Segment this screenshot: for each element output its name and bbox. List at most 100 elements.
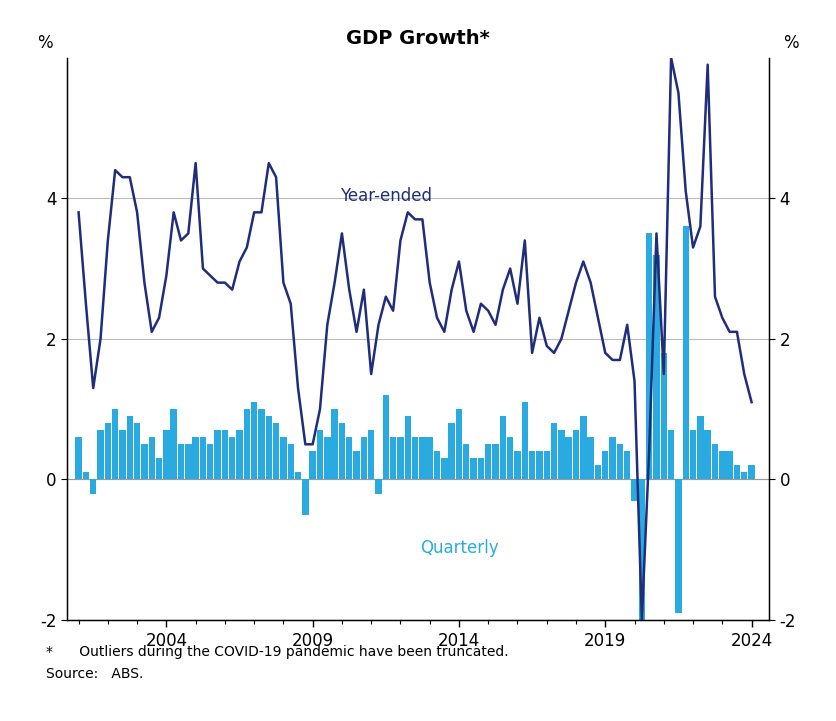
Bar <box>134 423 140 479</box>
Bar <box>426 437 433 479</box>
Text: Quarterly: Quarterly <box>420 539 498 557</box>
Bar <box>375 479 382 493</box>
Bar <box>726 451 733 479</box>
Bar <box>229 437 236 479</box>
Bar <box>192 437 199 479</box>
Bar <box>711 444 718 479</box>
Bar <box>580 416 587 479</box>
Bar <box>682 226 689 479</box>
Bar <box>258 409 265 479</box>
Bar <box>477 459 484 479</box>
Bar <box>719 451 726 479</box>
Title: GDP Growth*: GDP Growth* <box>346 29 490 48</box>
Bar <box>529 451 535 479</box>
Bar <box>705 430 711 479</box>
Bar <box>419 437 426 479</box>
Bar <box>331 409 338 479</box>
Bar <box>149 437 155 479</box>
Bar <box>624 451 630 479</box>
Bar <box>368 430 375 479</box>
Bar <box>237 430 242 479</box>
Bar <box>397 437 404 479</box>
Bar <box>302 479 308 515</box>
Bar <box>514 451 521 479</box>
Text: Source:   ABS.: Source: ABS. <box>46 667 143 681</box>
Bar <box>507 437 513 479</box>
Bar <box>412 437 418 479</box>
Bar <box>383 395 389 479</box>
Text: %: % <box>783 34 798 52</box>
Bar <box>207 444 213 479</box>
Bar <box>243 409 250 479</box>
Text: *      Outliers during the COVID-19 pandemic have been truncated.: * Outliers during the COVID-19 pandemic … <box>46 645 508 659</box>
Bar <box>573 430 579 479</box>
Bar <box>668 430 675 479</box>
Bar <box>126 416 133 479</box>
Bar <box>309 451 316 479</box>
Bar <box>295 472 301 479</box>
Bar <box>456 409 462 479</box>
Bar <box>405 416 411 479</box>
Bar <box>660 353 667 479</box>
Bar <box>75 437 82 479</box>
Bar <box>471 459 477 479</box>
Bar <box>543 451 550 479</box>
Bar <box>273 423 279 479</box>
Bar <box>163 430 170 479</box>
Bar <box>690 430 696 479</box>
Bar <box>83 472 89 479</box>
Text: %: % <box>38 34 53 52</box>
Text: Year-ended: Year-ended <box>339 187 432 205</box>
Bar <box>602 451 609 479</box>
Bar <box>741 472 747 479</box>
Bar <box>141 444 148 479</box>
Bar <box>734 466 740 479</box>
Bar <box>492 444 499 479</box>
Bar <box>324 437 330 479</box>
Bar <box>536 451 543 479</box>
Bar <box>104 423 111 479</box>
Bar <box>551 423 558 479</box>
Bar <box>90 479 96 493</box>
Bar <box>317 430 324 479</box>
Bar <box>266 416 272 479</box>
Bar <box>200 437 206 479</box>
Bar <box>609 437 616 479</box>
Bar <box>171 409 177 479</box>
Bar <box>646 234 652 479</box>
Bar <box>631 479 638 500</box>
Bar <box>214 430 221 479</box>
Bar <box>339 423 345 479</box>
Bar <box>178 444 184 479</box>
Bar <box>565 437 572 479</box>
Bar <box>594 466 601 479</box>
Bar <box>251 402 257 479</box>
Bar <box>448 423 455 479</box>
Bar <box>653 255 660 479</box>
Bar <box>97 430 104 479</box>
Bar <box>639 479 645 620</box>
Bar <box>288 444 294 479</box>
Bar <box>588 437 594 479</box>
Bar <box>558 430 564 479</box>
Bar <box>522 402 528 479</box>
Bar <box>675 479 681 613</box>
Bar <box>346 437 353 479</box>
Bar <box>617 444 623 479</box>
Bar <box>280 437 287 479</box>
Bar <box>360 437 367 479</box>
Bar <box>697 416 704 479</box>
Bar <box>748 466 755 479</box>
Bar <box>500 416 506 479</box>
Bar <box>185 444 191 479</box>
Bar <box>354 451 359 479</box>
Bar <box>441 459 447 479</box>
Bar <box>120 430 125 479</box>
Bar <box>155 459 162 479</box>
Bar <box>222 430 228 479</box>
Bar <box>463 444 470 479</box>
Bar <box>390 437 396 479</box>
Bar <box>485 444 492 479</box>
Bar <box>112 409 119 479</box>
Bar <box>434 451 441 479</box>
